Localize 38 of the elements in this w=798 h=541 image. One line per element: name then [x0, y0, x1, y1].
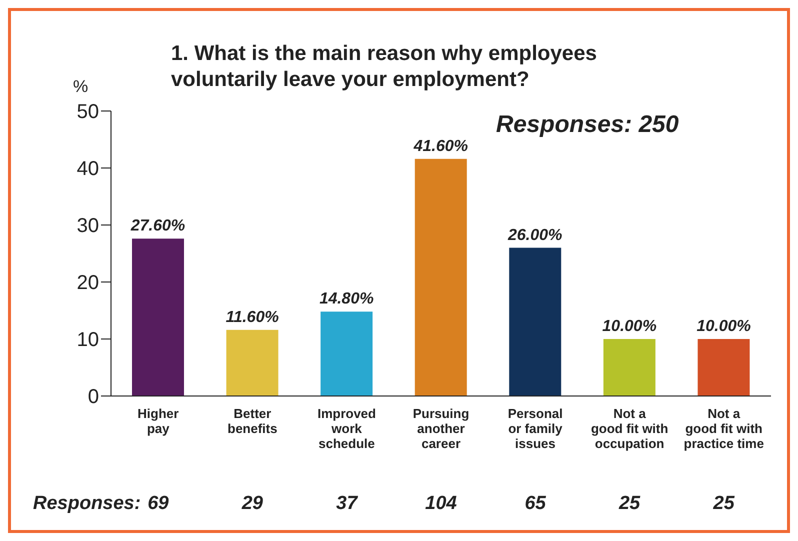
- x-tick-label: Not a good fit with occupation: [590, 406, 668, 451]
- text: 25: [618, 493, 642, 515]
- data-label: 27.60%: [130, 218, 186, 235]
- bar: [414, 158, 467, 396]
- text: Responses:: [33, 493, 141, 515]
- x-tick-label: Not a good fit with practice time: [684, 406, 764, 451]
- bar: [509, 248, 562, 396]
- data-label: 11.60%: [226, 308, 279, 326]
- y-tick-label: 20: [76, 272, 99, 294]
- y-tick-label: 40: [76, 158, 99, 180]
- x-tick-label: Higher pay: [138, 406, 179, 436]
- text: 37: [335, 493, 359, 515]
- bar: [226, 330, 278, 396]
- data-label: 41.60%: [412, 138, 468, 155]
- x-tick-label: Better benefits: [228, 406, 278, 436]
- y-tick-label: 0: [88, 386, 99, 408]
- text: 29: [240, 493, 264, 515]
- x-tick-label: Pursuing another career: [412, 406, 470, 451]
- text: 25: [712, 493, 736, 515]
- y-tick-label: 10: [76, 329, 99, 352]
- data-label: 10.00%: [696, 318, 751, 335]
- text: 69: [148, 493, 169, 514]
- bar: [698, 339, 750, 396]
- data-label: 10.00%: [602, 318, 657, 335]
- bar: [603, 339, 656, 396]
- y-tick-label: 30: [76, 215, 99, 238]
- annotation: Responses: 250: [496, 111, 679, 139]
- x-tick-label: Personal or family issues: [508, 406, 564, 451]
- x-tick-label: Improved work schedule: [317, 406, 376, 451]
- chart-title: 1. What is the main reason why employees voluntarily leave your employment?: [171, 41, 598, 93]
- y-tick-label: 50: [76, 101, 99, 124]
- text: 65: [524, 493, 547, 515]
- text: 104: [424, 493, 458, 515]
- bar: [132, 238, 184, 396]
- data-label: 14.80%: [319, 290, 374, 308]
- bar: [320, 312, 373, 396]
- data-label: 26.00%: [507, 226, 562, 244]
- y-axis-title: %: [73, 77, 88, 97]
